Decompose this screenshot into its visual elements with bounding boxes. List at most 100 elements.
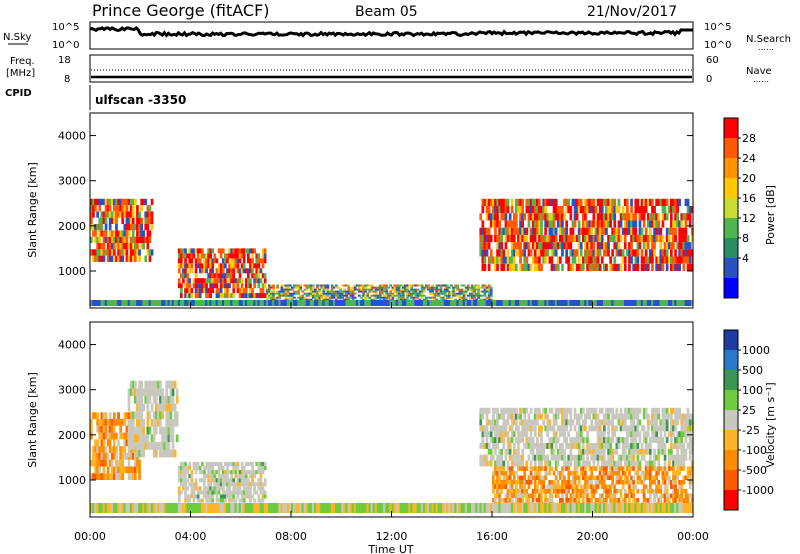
velocity-cell (205, 474, 208, 479)
velocity-near-range-cell (255, 503, 258, 513)
power-cell (479, 298, 483, 301)
power-cell (510, 256, 514, 264)
velocity-cell (653, 466, 656, 471)
velocity-cell (134, 473, 137, 480)
colorbar-swatch (724, 450, 738, 471)
power-cell (255, 263, 259, 269)
velocity-cell (192, 482, 196, 487)
velocity-cell (655, 471, 658, 476)
power-cell (144, 211, 148, 218)
power-cell (485, 227, 489, 235)
power-cell (355, 288, 359, 291)
velocity-cell (496, 437, 499, 443)
power-cell (661, 213, 665, 221)
power-cell (268, 292, 271, 295)
velocity-cell (479, 419, 483, 426)
velocity-cell (632, 475, 635, 480)
power-cell (644, 256, 648, 264)
velocity-cell (504, 471, 508, 476)
power-cell (462, 298, 466, 301)
velocity-cell (596, 460, 600, 467)
power-cell (563, 213, 566, 221)
velocity-cell (100, 439, 104, 447)
power-cell (297, 286, 300, 289)
power-cell (531, 234, 535, 243)
power-cell (475, 292, 478, 295)
velocity-cell (680, 480, 684, 485)
velocity-cell (182, 461, 185, 466)
velocity-cell (186, 470, 189, 475)
power-cell (644, 242, 648, 250)
power-cell (226, 293, 229, 299)
power-cell (498, 220, 501, 228)
power-cell (427, 288, 430, 291)
velocity-cell (649, 437, 652, 443)
power-cell (573, 213, 577, 221)
velocity-cell (613, 489, 617, 494)
velocity-cell (623, 498, 627, 503)
power-cell (600, 227, 604, 235)
velocity-cell (613, 425, 617, 432)
power-cell (617, 220, 621, 228)
power-near-range-cell (559, 300, 562, 306)
power-cell (586, 234, 589, 243)
power-cell (670, 249, 673, 257)
velocity-cell (603, 437, 606, 443)
power-cell (322, 290, 326, 293)
power-near-range-cell (613, 300, 616, 306)
velocity-cell (502, 498, 506, 503)
velocity-cell (498, 480, 501, 485)
power-cell (525, 242, 529, 250)
velocity-cell (546, 471, 550, 476)
velocity-cell (161, 426, 164, 435)
power-near-range-cell (351, 300, 355, 306)
velocity-near-range-cell (391, 503, 394, 513)
velocity-near-range-cell (661, 503, 664, 513)
power-cell (177, 263, 181, 269)
velocity-cell (209, 461, 212, 466)
power-cell (646, 256, 650, 264)
velocity-cell (224, 494, 227, 499)
velocity-data (90, 380, 694, 513)
velocity-cell (523, 484, 527, 489)
velocity-cell (642, 493, 646, 498)
velocity-cell (577, 413, 581, 420)
velocity-cell (676, 413, 679, 420)
power-cell (276, 296, 279, 299)
power-cell (667, 242, 671, 250)
power-cell (98, 217, 102, 224)
power-cell (594, 249, 598, 257)
power-cell (414, 288, 418, 291)
velocity-cell (628, 484, 631, 489)
velocity-cell (540, 489, 543, 494)
velocity-cell (611, 413, 614, 420)
velocity-cell (184, 490, 187, 495)
velocity-near-range-cell (672, 503, 675, 513)
velocity-cell (500, 460, 504, 467)
power-cell (483, 234, 487, 243)
velocity-near-range-cell (443, 503, 447, 513)
velocity-cell (577, 454, 581, 461)
power-cell (485, 213, 489, 221)
velocity-cell (236, 466, 240, 471)
velocity-cell (600, 443, 604, 449)
velocity-cell (559, 471, 562, 476)
velocity-near-range-cell (483, 503, 486, 513)
power-cell (330, 286, 334, 289)
power-cell (584, 198, 587, 206)
power-near-range-cell (280, 300, 283, 306)
power-cell (443, 288, 447, 291)
power-cell (471, 296, 474, 299)
power-cell (485, 242, 489, 250)
velocity-cell (567, 471, 571, 476)
velocity-near-range-cell (644, 503, 648, 513)
power-near-range-cell (408, 300, 411, 306)
velocity-cell (600, 448, 604, 455)
power-cell (515, 220, 518, 228)
velocity-cell (686, 419, 690, 426)
power-cell (251, 258, 254, 264)
power-cell (628, 263, 631, 271)
power-near-range-cell (293, 300, 296, 306)
power-near-range-cell (299, 300, 302, 306)
velocity-cell (571, 454, 575, 461)
